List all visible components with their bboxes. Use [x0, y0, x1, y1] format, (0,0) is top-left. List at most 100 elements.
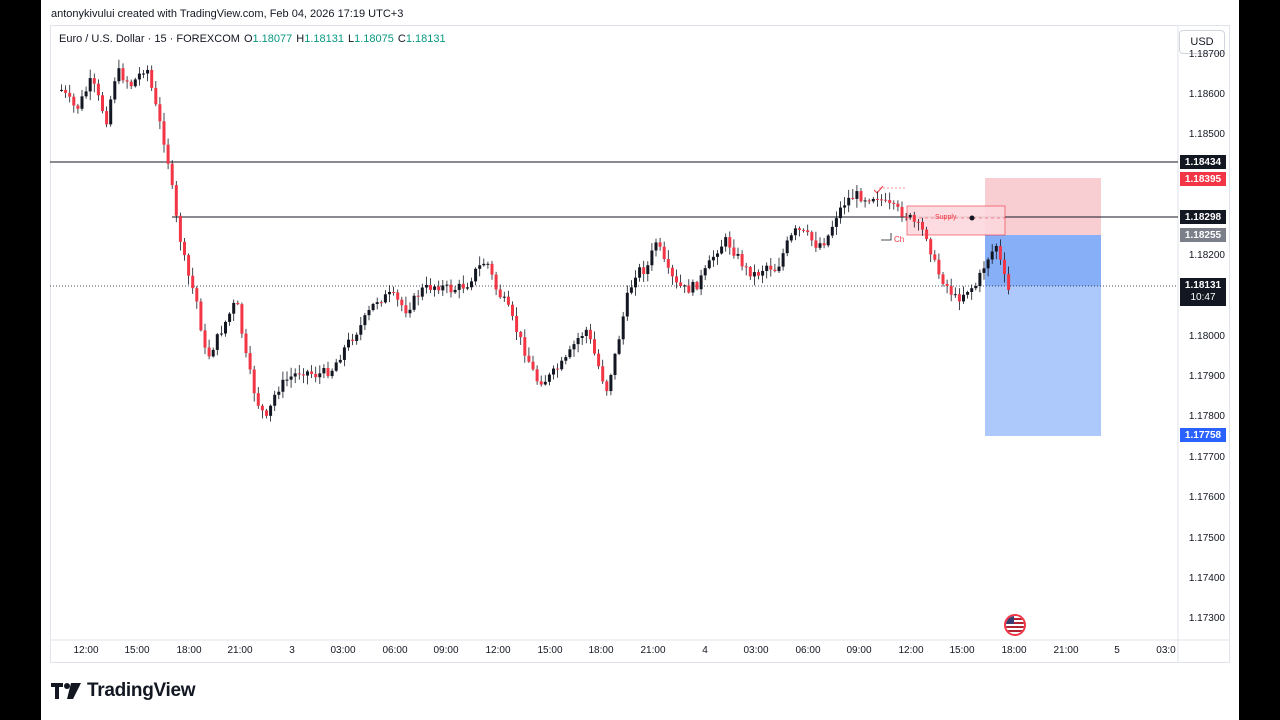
candle-body — [289, 376, 293, 380]
time-label: 21:00 — [1053, 645, 1079, 656]
candle-body — [371, 303, 375, 311]
current-price-badge: 1.18131 10:47 — [1180, 278, 1226, 306]
candle-body — [301, 374, 305, 376]
current-price-value: 1.18131 — [1184, 280, 1222, 291]
open-value: 1.18077 — [252, 33, 293, 45]
high-label: H — [296, 33, 305, 45]
time-label: 4 — [702, 645, 708, 656]
candle-body — [642, 267, 646, 275]
candle-body — [970, 288, 974, 292]
chart-canvas[interactable]: Ch — [41, 0, 1239, 720]
candle-body — [256, 393, 260, 406]
tradingview-wordmark: TradingView — [87, 680, 196, 701]
candle-body — [142, 73, 145, 75]
candle-body — [322, 368, 326, 374]
candle-body — [351, 339, 355, 341]
time-label: 12:00 — [898, 645, 924, 656]
candle-body — [789, 235, 793, 241]
candle-body — [281, 379, 285, 392]
candle-body — [638, 267, 642, 278]
resistance-price-badge: 1.18434 — [1180, 155, 1226, 169]
currency-button[interactable]: USD — [1179, 30, 1225, 54]
candle-body — [605, 381, 609, 392]
candle-body — [187, 255, 191, 276]
symbol-legend[interactable]: Euro / U.S. Dollar · 15 · FOREXCOM O 1.18… — [59, 33, 446, 45]
price-label: 1.17800 — [1188, 411, 1225, 422]
candle-body — [929, 239, 933, 255]
candle-body — [888, 200, 892, 203]
candle-body — [392, 291, 396, 293]
candle-body — [170, 163, 174, 186]
candle-body — [449, 284, 453, 293]
time-label: 12:00 — [73, 645, 99, 656]
candle-body — [314, 373, 318, 378]
candle-body — [474, 268, 478, 282]
candle-body — [88, 78, 92, 92]
candle-body — [285, 379, 289, 381]
candle-body — [92, 78, 96, 84]
candle-body — [679, 282, 683, 287]
candle-body — [310, 371, 314, 374]
symbol-name[interactable]: Euro / U.S. Dollar · 15 · FOREXCOM — [59, 33, 240, 45]
candle-body — [199, 301, 203, 331]
candle-body — [564, 357, 568, 361]
candle-body — [974, 286, 978, 289]
candle-body — [748, 267, 752, 277]
candle-body — [400, 299, 404, 306]
candle-body — [502, 296, 506, 298]
candle-body — [101, 95, 104, 112]
candle-body — [433, 286, 437, 290]
candle-body — [506, 296, 510, 305]
candle-body — [834, 218, 838, 227]
candle-body — [318, 373, 322, 378]
candle-body — [839, 207, 842, 219]
candle-body — [802, 229, 806, 231]
candle-body — [962, 294, 965, 302]
candle-body — [408, 309, 412, 314]
candle-body — [269, 405, 273, 416]
time-label: 03:0 — [1156, 645, 1176, 656]
candle-body — [744, 266, 748, 268]
candle-body — [412, 295, 416, 310]
candle-body — [769, 265, 773, 270]
candle-body — [429, 284, 432, 290]
candle-body — [363, 315, 367, 326]
candle-body — [306, 371, 309, 376]
candle-body — [621, 316, 625, 340]
candle-body — [908, 214, 912, 218]
candle-body — [515, 315, 519, 332]
supply-zone-box[interactable] — [906, 205, 1006, 236]
candle-body — [523, 337, 527, 356]
candle-body — [732, 247, 736, 256]
candle-body — [60, 89, 63, 91]
candle-body — [871, 198, 875, 202]
candle-body — [593, 339, 596, 354]
candle-body — [998, 245, 1002, 260]
candle-body — [105, 111, 109, 125]
price-label: 1.18000 — [1188, 331, 1225, 342]
candle-body — [158, 104, 162, 122]
candle-body — [765, 265, 769, 271]
candle-body — [236, 302, 240, 305]
target-zone-active[interactable] — [985, 235, 1101, 286]
entry-price-badge: 1.18255 — [1180, 228, 1226, 242]
candle-body — [941, 274, 945, 284]
candle-body — [707, 260, 711, 269]
candle-body — [617, 339, 621, 354]
time-label: 09:00 — [846, 645, 872, 656]
candle-body — [470, 281, 473, 288]
candle-body — [396, 292, 400, 300]
target-zone[interactable] — [985, 286, 1101, 436]
tradingview-logo[interactable]: TradingView — [51, 680, 196, 702]
us-flag-icon[interactable] — [1004, 614, 1026, 636]
candle-body — [761, 270, 765, 276]
candle-body — [933, 254, 937, 260]
candle-body — [207, 347, 211, 357]
candle-body — [150, 69, 154, 88]
candle-body — [720, 246, 724, 254]
candle-body — [740, 254, 744, 267]
chart-panel[interactable] — [50, 25, 1230, 663]
time-label: 3 — [289, 645, 295, 656]
candle-body — [531, 361, 535, 370]
eye-icon[interactable] — [969, 215, 975, 221]
